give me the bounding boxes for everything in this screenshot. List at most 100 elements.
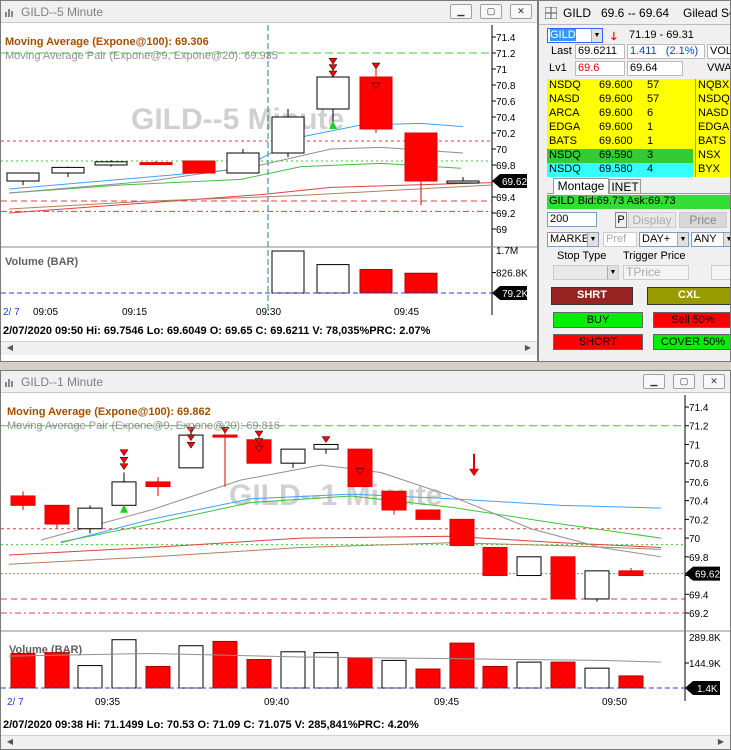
order-type-select[interactable]: MARKET ▼ bbox=[547, 232, 599, 247]
price-tick-label: 69.8 bbox=[496, 161, 516, 172]
price-tick-label: 71 bbox=[496, 65, 508, 76]
stop-type-select[interactable]: ▼ bbox=[553, 265, 619, 280]
tab-montage[interactable]: Montage bbox=[553, 178, 609, 194]
last-price-field: 69.6211 bbox=[575, 44, 625, 59]
shrt-button[interactable]: SHRT bbox=[551, 287, 633, 305]
time-tick-label: 09:45 bbox=[394, 307, 419, 318]
price-tick-label: 70.6 bbox=[496, 97, 516, 108]
change-pct-value: (2.1%) bbox=[665, 45, 699, 57]
indicator-ma-pair-label: Moving Average Pair (Expone@9, Expone@20… bbox=[5, 50, 278, 62]
candle-body bbox=[381, 490, 407, 511]
scroll-right-icon[interactable]: ▶ bbox=[524, 343, 532, 352]
symbol-combo[interactable]: GILD ▼ bbox=[547, 28, 603, 43]
chevron-down-icon[interactable]: ▼ bbox=[587, 233, 598, 246]
buy-signal-icon bbox=[329, 121, 337, 129]
panel-titlebar[interactable]: GILD 69.6 -- 69.64 Gilead Scien bbox=[539, 1, 730, 25]
grid-icon bbox=[545, 7, 557, 19]
chart-window-5min: GILD--5 Minute ▁ ▢ ✕ GILD--5 Minute 71.4 7… bbox=[0, 0, 538, 362]
price-tick-label: 70.6 bbox=[689, 478, 709, 489]
panel-company: Gilead Scien bbox=[683, 6, 730, 20]
titlebar-1min[interactable]: GILD--1 Minute ▁ ▢ ✕ bbox=[1, 371, 730, 393]
tif-select[interactable]: DAY+ ▼ bbox=[639, 232, 689, 247]
close-button[interactable]: ✕ bbox=[510, 4, 532, 19]
minimize-button[interactable]: ▁ bbox=[643, 374, 665, 389]
sell-signal-icon bbox=[355, 468, 365, 475]
volume-bar bbox=[271, 250, 305, 294]
candle-body bbox=[415, 509, 441, 520]
tab-strip: Montage INET bbox=[547, 178, 730, 194]
sell-50-label: Sell 50% bbox=[671, 314, 715, 326]
chart-svg-5min[interactable]: GILD--5 Minute 71.4 71.2 71 70.8 70.6 70.4 70.2… bbox=[1, 25, 537, 337]
chevron-down-icon[interactable]: ▼ bbox=[723, 233, 730, 246]
short-button[interactable]: SHORT bbox=[553, 334, 643, 350]
candle-body bbox=[111, 481, 137, 506]
price-tick-label: 70.4 bbox=[689, 497, 709, 508]
tab-inet[interactable]: INET bbox=[609, 179, 641, 194]
volume-bar bbox=[246, 659, 272, 689]
scroll-left-icon[interactable]: ◀ bbox=[6, 737, 14, 746]
display-button[interactable]: Display bbox=[628, 212, 676, 228]
chevron-down-icon[interactable]: ▼ bbox=[607, 266, 618, 279]
scroll-left-icon[interactable]: ◀ bbox=[6, 343, 14, 352]
candle-body bbox=[618, 570, 644, 577]
quantity-input[interactable]: 200 bbox=[547, 212, 597, 227]
volume-avg-line bbox=[8, 652, 662, 663]
scroll-right-icon[interactable]: ▶ bbox=[717, 737, 725, 746]
volume-value: VOL bbox=[710, 45, 731, 57]
level2-ex: NASD bbox=[549, 93, 580, 105]
price-chart-5min[interactable]: GILD--5 Minute 71.4 71.2 71 70.8 70.6 70.4 70.2… bbox=[1, 25, 537, 337]
stop-type-label: Stop Type bbox=[557, 250, 607, 262]
horizontal-scrollbar[interactable]: ◀ ▶ bbox=[1, 341, 537, 355]
horizontal-scrollbar[interactable]: ◀ ▶ bbox=[1, 735, 730, 749]
cover-50-button[interactable]: COVER 50% bbox=[653, 334, 730, 350]
symbol-field-value: GILD bbox=[550, 29, 576, 41]
level2-price: 69.600 bbox=[599, 135, 633, 147]
chevron-down-icon[interactable]: ▼ bbox=[591, 29, 602, 42]
cxl-button[interactable]: CXL bbox=[647, 287, 730, 305]
extra-input[interactable] bbox=[711, 265, 730, 280]
pref-input[interactable]: Pref bbox=[603, 232, 637, 247]
volume-bar bbox=[550, 661, 576, 689]
volume-bar bbox=[449, 642, 475, 689]
price-tick-label: 69.4 bbox=[689, 590, 709, 601]
window-title: GILD--1 Minute bbox=[21, 375, 104, 389]
buy-signal-icon bbox=[120, 504, 128, 513]
maximize-button[interactable]: ▢ bbox=[480, 4, 502, 19]
titlebar-5min[interactable]: GILD--5 Minute ▁ ▢ ✕ bbox=[1, 1, 537, 23]
candle-body bbox=[212, 434, 238, 438]
volume-tick-label: 826.8K bbox=[496, 269, 528, 280]
last-price-tag-label: 69.62 bbox=[502, 177, 527, 188]
volume-tick-label: 289.8K bbox=[689, 633, 721, 644]
trigger-price-input[interactable]: TPrice bbox=[623, 265, 689, 280]
level2-ask-venue: NASD bbox=[695, 107, 730, 121]
panel-symbol: GILD bbox=[563, 6, 592, 20]
close-button[interactable]: ✕ bbox=[703, 374, 725, 389]
day-range: 71.19 - 69.31 bbox=[629, 29, 694, 41]
volume-bar bbox=[359, 269, 393, 294]
price-button[interactable]: Price bbox=[679, 212, 727, 228]
p-button[interactable]: P bbox=[615, 212, 627, 228]
route-select[interactable]: ANY ▼ bbox=[691, 232, 730, 247]
price-tick-label: 69.2 bbox=[689, 609, 709, 620]
time-tick-label: 09:50 bbox=[602, 697, 627, 708]
minimize-button[interactable]: ▁ bbox=[450, 4, 472, 19]
buy-button[interactable]: BUY bbox=[553, 312, 643, 328]
level2-size: 3 bbox=[647, 149, 654, 161]
price-chart-1min[interactable]: GILD--1 Minute 71.4 71.2 71 70.8 70.6 70.4 70.2… bbox=[1, 395, 730, 721]
level2-ask-venue: BATS bbox=[695, 135, 730, 149]
volume-bar bbox=[280, 651, 306, 689]
price-label: Price bbox=[689, 213, 717, 227]
indicator-ma100-label: Moving Average (Expone@100): 69.862 bbox=[7, 406, 211, 418]
maximize-button[interactable]: ▢ bbox=[673, 374, 695, 389]
candle-body bbox=[280, 448, 306, 464]
candle-body bbox=[449, 518, 475, 547]
candle-body bbox=[347, 448, 373, 488]
sell-50-button[interactable]: Sell 50% bbox=[653, 312, 730, 328]
ask-value: 69.64 bbox=[630, 62, 658, 74]
level2-size: 6 bbox=[647, 107, 654, 119]
volume-bar bbox=[44, 652, 70, 689]
chevron-down-icon[interactable]: ▼ bbox=[677, 233, 688, 246]
level2-price: 69.600 bbox=[599, 107, 633, 119]
chart-svg-1min[interactable]: GILD--1 Minute 71.4 71.2 71 70.8 70.6 70.4 70.2… bbox=[1, 395, 730, 721]
level2-book: NSDQ 69.600 57 NQBX NASD 69.600 57 NSDQ ARCA 69.6… bbox=[547, 79, 730, 177]
